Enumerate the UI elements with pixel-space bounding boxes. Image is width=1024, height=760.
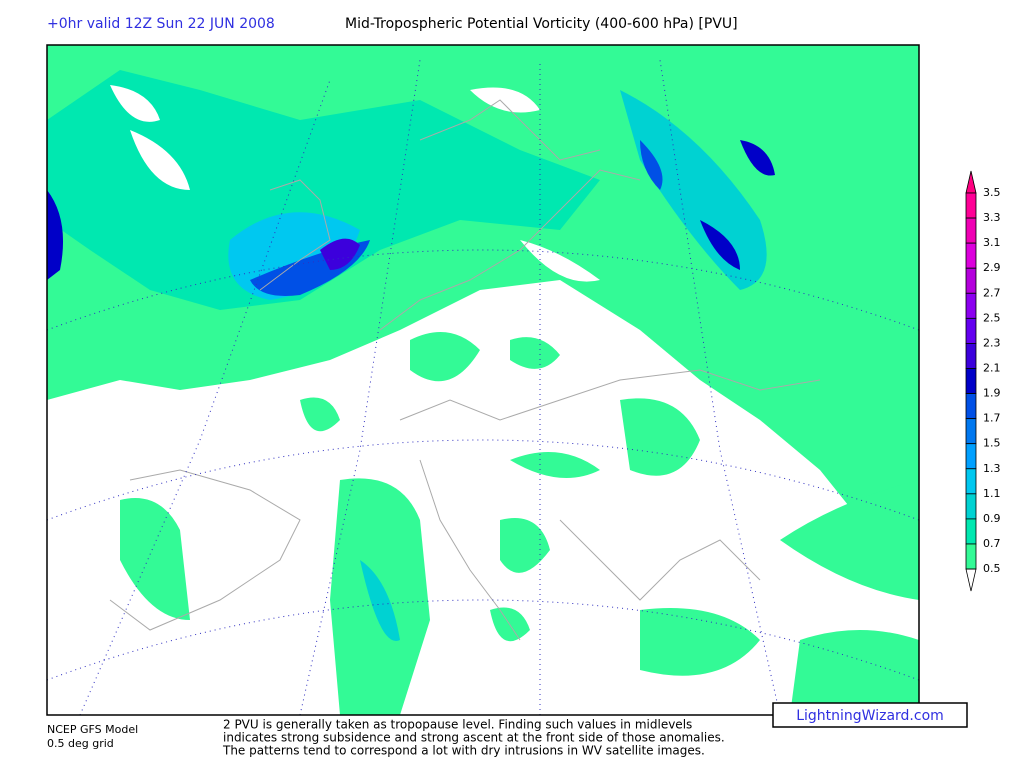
note-line: 2 PVU is generally taken as tropopause l… [223,718,692,732]
credit-box [772,702,968,728]
colorbar-band [965,267,977,294]
colorbar-band [965,317,977,344]
colorbar-label: 3.5 [983,186,1001,199]
colorbar-band [965,343,977,369]
colorbar-label: 2.7 [983,286,1001,299]
note-line: The patterns tend to correspond a lot wi… [222,744,705,758]
colorbar-label: 1.3 [983,462,1001,475]
map-title: Mid-Tropospheric Potential Vorticity (40… [345,16,738,32]
credit: LightningWizard.com [796,708,944,724]
colorbar-band [965,518,977,545]
colorbar-cap [965,170,977,194]
run-label: +0hr valid 12Z Sun 22 JUN 2008 [47,16,275,32]
colorbar-band [965,543,977,570]
note-line: indicates strong subsidence and strong a… [223,731,725,745]
colorbar-band [965,242,977,269]
colorbar-band [965,418,977,445]
colorbar-label: 1.5 [983,437,1001,450]
colorbar-label: 1.9 [983,387,1001,400]
colorbar-band [965,368,977,394]
colorbar-label: 0.7 [983,537,1001,550]
colorbar-band [965,192,977,219]
colorbar-band [965,393,977,420]
colorbar-band [965,292,977,319]
colorbar-label: 2.3 [983,336,1001,349]
model-label: NCEP GFS Model [47,723,138,736]
colorbar-label: 0.9 [983,512,1001,525]
colorbar-cap [965,568,977,592]
map-field [46,44,920,716]
colorbar-label: 2.1 [983,361,1001,374]
colorbar-label: 1.1 [983,487,1001,500]
colorbar-band [965,217,977,244]
colorbar-label: 3.3 [983,211,1001,224]
colorbar-label: 2.9 [983,261,1001,274]
colorbar-label: 3.1 [983,236,1001,249]
colorbar-label: 0.5 [983,562,1001,575]
colorbar-label: 2.5 [983,311,1001,324]
colorbar: 3.5 3.3 3.1 2.9 2.7 2.5 2.3 2.1 1.9 1.7 1.5 1.3 1.1 0… [965,170,1001,592]
model-label: 0.5 deg grid [47,737,114,750]
colorbar-band [965,468,977,495]
colorbar-band [965,443,977,470]
colorbar-label: 1.7 [983,412,1001,425]
colorbar-band [965,493,977,520]
